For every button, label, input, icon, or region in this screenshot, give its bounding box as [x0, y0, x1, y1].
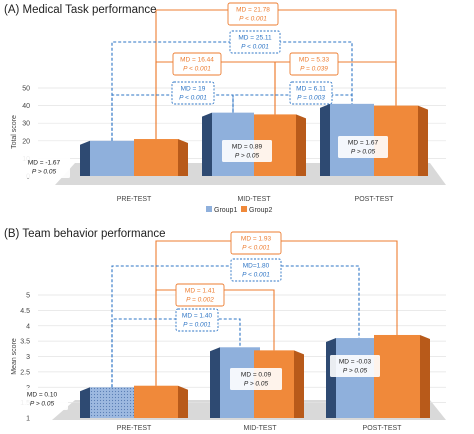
- group-annotation-p: P > 0.05: [244, 381, 269, 388]
- bracket-p: P = 0.039: [300, 66, 328, 73]
- bracket-label-box: [227, 2, 279, 26]
- bracket-p: P < 0.001: [239, 16, 267, 23]
- group-annotation-p: P > 0.05: [343, 368, 368, 375]
- category-label: POST-TEST: [363, 425, 403, 432]
- bar-side-group1: [80, 140, 90, 176]
- group-annotation-md: MD = -1.67: [28, 160, 61, 167]
- bar-side-group1: [202, 112, 212, 176]
- bracket-p: P = 0.001: [183, 322, 211, 329]
- bracket-md: MD = 1.41: [185, 288, 216, 295]
- group-annotation-p: P > 0.05: [235, 153, 260, 160]
- group-annotation-box: [18, 156, 70, 178]
- bracket-p: P = 0.003: [297, 95, 325, 102]
- category-label: PRE-TEST: [117, 425, 152, 432]
- bracket-p: P < 0.001: [241, 44, 269, 51]
- panel-a-brackets: MD = 21.78 P < 0.001 MD = 25.11 P < 0.001 MD…: [18, 2, 397, 178]
- bracket-md: MD = 25.11: [238, 35, 272, 42]
- group-annotation-md: MD = 0.10: [27, 392, 58, 399]
- group-annotation-box: [222, 140, 272, 162]
- group-annotation-md: MD = -0.03: [339, 359, 372, 366]
- bracket-p: P < 0.001: [242, 272, 270, 279]
- y-tick-label: 4.5: [20, 308, 30, 315]
- y-tick-label: 2.5: [20, 369, 30, 376]
- legend-swatch-group1: [206, 206, 212, 212]
- panel-a-text: (A) Medical Task performance Total score…: [4, 4, 394, 203]
- bar-side-group2: [296, 114, 306, 176]
- bar-side-group2: [418, 105, 428, 176]
- panel-b-text: (B) Team behavior performance Mean score…: [4, 228, 402, 432]
- category-label: MID-TEST: [243, 425, 277, 432]
- group-annotation-box: [230, 368, 282, 390]
- bracket-md: MD = 6.11: [296, 86, 326, 93]
- bracket-md: MD = 1.93: [241, 236, 272, 243]
- group-annotation-md: MD = 0.09: [241, 372, 272, 379]
- bar-group1-pre-test: [90, 140, 134, 176]
- bracket-label-box: [230, 231, 282, 255]
- bracket-p: P < 0.001: [242, 245, 270, 252]
- panel-b-brackets: MD = 1.93 P < 0.001 MD=1.80 P < 0.001 MD = 1…: [16, 231, 398, 410]
- y-tick-label: 1: [26, 416, 30, 423]
- bracket-label-box: [172, 52, 222, 76]
- bracket-label-box: [289, 81, 333, 105]
- y-tick-label: 30: [22, 121, 30, 128]
- group-annotation-p: P > 0.05: [30, 401, 55, 408]
- y-tick-label: 50: [22, 86, 30, 93]
- category-label: PRE-TEST: [117, 196, 152, 203]
- bar-group2-pre-test: [134, 139, 178, 176]
- group-annotation-md: MD = 1.67: [348, 140, 379, 147]
- panel-b-y-label: Mean score: [11, 338, 18, 375]
- bracket-p: P < 0.001: [179, 95, 207, 102]
- bracket-p: P = 0.002: [186, 297, 214, 304]
- panel-a-title: (A) Medical Task performance: [4, 4, 157, 16]
- y-tick-label: 3: [26, 354, 30, 361]
- panel-b-title: (B) Team behavior performance: [4, 228, 166, 240]
- bar-group2-pre-test: [134, 385, 178, 418]
- bracket-label-box: [175, 283, 225, 307]
- bracket-p: P < 0.001: [183, 66, 211, 73]
- group-annotation-p: P > 0.05: [32, 169, 57, 176]
- bracket-md: MD = 21.78: [236, 7, 270, 14]
- group-annotation-md: MD = 0.89: [232, 144, 263, 151]
- bracket-md: MD = 1.40: [182, 313, 213, 320]
- panel-a-y-label: Total score: [11, 115, 18, 149]
- y-tick-label: 3.5: [20, 339, 30, 346]
- bracket-label-box: [175, 308, 219, 332]
- legend-label-group2: Group2: [249, 207, 272, 214]
- bracket-md: MD=1.80: [243, 263, 270, 270]
- group-annotation-box: [16, 388, 68, 410]
- bar-side-group2: [178, 139, 188, 176]
- bar-side-group1: [80, 387, 90, 418]
- bracket-md: MD = 5.33: [299, 57, 330, 64]
- legend-swatch-group2: [241, 206, 247, 212]
- bar-group2-post-test: [374, 334, 420, 418]
- y-tick-label: 40: [22, 103, 30, 110]
- bracket-label-box: [230, 258, 282, 282]
- bracket-label-box: [289, 52, 339, 76]
- legend-label-group1: Group1: [214, 207, 237, 214]
- bar-side-group1: [326, 338, 336, 418]
- bar-side-group2: [420, 334, 430, 418]
- bar-side-group1: [210, 347, 220, 418]
- y-tick-label: 5: [26, 293, 30, 300]
- y-tick-label: 4: [26, 323, 30, 330]
- bracket-label-box: [171, 81, 215, 105]
- bar-group1-pre-test: [90, 387, 134, 418]
- category-label: POST-TEST: [355, 196, 395, 203]
- bar-side-group2: [178, 385, 188, 418]
- panel-b-bars: [80, 334, 430, 418]
- bar-side-group2: [294, 350, 304, 418]
- legend: Group1 Group2: [206, 206, 272, 214]
- group-annotation-box: [330, 355, 380, 377]
- bracket-label-box: [229, 30, 281, 54]
- bracket-md: MD = 16.44: [180, 57, 214, 64]
- bar-side-group1: [320, 103, 330, 176]
- category-label: MID-TEST: [237, 196, 271, 203]
- group-annotation-p: P > 0.05: [351, 149, 376, 156]
- group-annotation-box: [338, 136, 388, 158]
- bracket-md: MD = 19: [181, 86, 206, 93]
- y-tick-label: 20: [22, 138, 30, 145]
